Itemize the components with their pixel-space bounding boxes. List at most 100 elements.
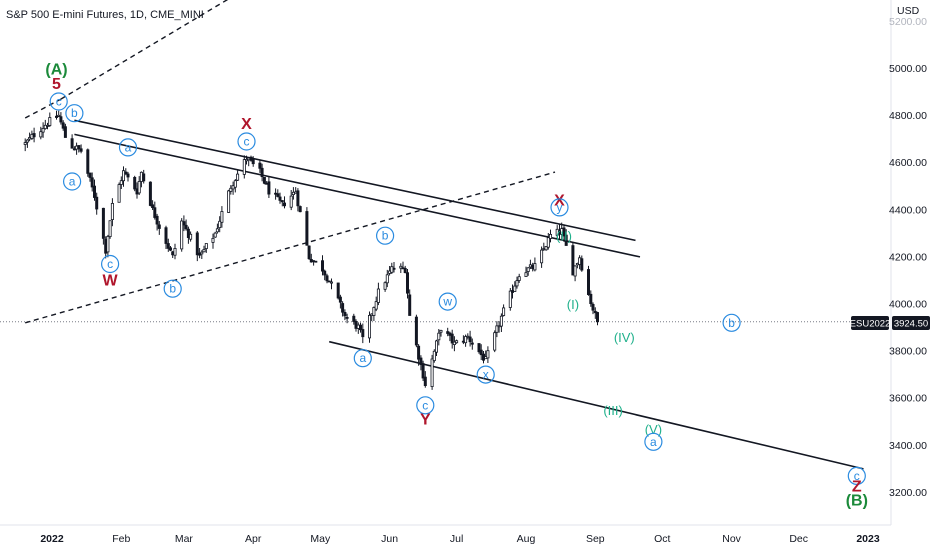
candle-body [323, 270, 327, 276]
candle-body [218, 220, 222, 229]
wave-label-ring [62, 172, 82, 191]
wave-label: (II) [556, 229, 572, 244]
candle-body [186, 228, 190, 238]
candle-body [195, 232, 199, 256]
wave-label: c [422, 398, 428, 412]
price-tick: 3400.00 [889, 440, 927, 452]
wave-label: b [71, 106, 78, 120]
candle-body [95, 196, 99, 210]
candle-body [41, 127, 45, 133]
candle-body [262, 176, 266, 184]
wave-label: a [69, 175, 76, 189]
trend-line [25, 171, 556, 324]
time-axis[interactable]: 2022 Feb Mar Apr May Jun Jul Aug Sep Oct Nov Dec 202… [40, 533, 880, 545]
candle-body [278, 196, 282, 201]
candle-body [184, 224, 188, 230]
wave-label-ring [65, 104, 84, 123]
candle-body [423, 376, 427, 387]
wave-label: (IV) [614, 330, 635, 345]
trend-line [74, 119, 636, 242]
candle-body [280, 200, 284, 203]
trend-line [74, 133, 641, 258]
price-tick: 5000.00 [889, 63, 927, 75]
candle-body [202, 248, 206, 253]
candle-body [296, 190, 300, 207]
symbol-badge: ESU2022 [850, 316, 890, 330]
price-tick: 3800.00 [889, 346, 927, 358]
candle-body [479, 349, 483, 356]
time-tick: Sep [586, 533, 605, 545]
time-tick: Jul [450, 533, 463, 545]
time-tick: Feb [112, 533, 130, 545]
wave-label: b [382, 229, 389, 243]
time-tick: Dec [789, 533, 808, 545]
candle-body [39, 131, 43, 138]
candle-body [571, 245, 575, 276]
candle-body [372, 307, 376, 316]
candle-body [43, 124, 47, 130]
candle-body [108, 220, 112, 237]
wave-label: c [854, 469, 860, 483]
candles [23, 110, 600, 390]
candle-body [309, 258, 313, 263]
wave-label-ring [118, 138, 138, 157]
candle-body [417, 345, 421, 360]
candle-body [495, 325, 499, 333]
wave-label: c [244, 135, 250, 149]
candle-body [276, 193, 280, 197]
candle-body [587, 269, 591, 296]
price-tick: 3600.00 [889, 393, 927, 405]
candle-body [546, 237, 550, 248]
price-axis[interactable]: 5200.00 5000.00 4800.00 4600.00 4400.00 4200.… [889, 16, 927, 499]
wave-label-ring [847, 466, 866, 485]
wave-label: a [125, 140, 132, 154]
trend-lines [24, 0, 864, 470]
candle-body [122, 170, 126, 182]
wave-label: y [557, 200, 563, 214]
candle-body [533, 263, 537, 271]
wave-label: (B) [846, 493, 868, 510]
candle-body [338, 296, 342, 303]
candle-body [421, 363, 425, 379]
candle-body [88, 172, 92, 178]
candle-body [204, 243, 208, 249]
wave-label: c [56, 95, 62, 109]
wave-label-ring [438, 292, 457, 311]
candle-body [151, 204, 155, 209]
candle-body [358, 324, 362, 331]
candle-body [79, 148, 83, 152]
time-tick: Jun [381, 533, 398, 545]
candle-body [450, 333, 454, 344]
candle-body [305, 211, 309, 246]
candle-body [385, 274, 389, 284]
candle-body [497, 325, 501, 328]
candle-body [524, 272, 528, 278]
price-tick: 4600.00 [889, 157, 927, 169]
candle-body [180, 220, 184, 250]
wave-label-ring [49, 92, 68, 111]
time-tick: 2023 [856, 533, 880, 545]
wave-label-ring [163, 279, 182, 298]
candle-body [227, 190, 231, 213]
candle-body [46, 125, 50, 127]
candle-body [282, 202, 286, 207]
candle-body [139, 171, 143, 182]
candle-body [124, 171, 128, 175]
candle-body [320, 260, 324, 272]
wave-label: Y [420, 411, 431, 428]
candle-body [526, 267, 530, 272]
candle-body [376, 288, 380, 303]
candle-body [173, 247, 177, 256]
candle-body [137, 180, 141, 194]
candle-body [166, 243, 170, 249]
candle-body [258, 162, 262, 169]
candle-body [405, 272, 409, 294]
trend-line [329, 340, 864, 470]
candle-body [23, 142, 27, 145]
candle-body [267, 181, 271, 195]
candle-body [28, 137, 32, 140]
candle-body [182, 221, 186, 226]
candle-body [562, 227, 566, 237]
